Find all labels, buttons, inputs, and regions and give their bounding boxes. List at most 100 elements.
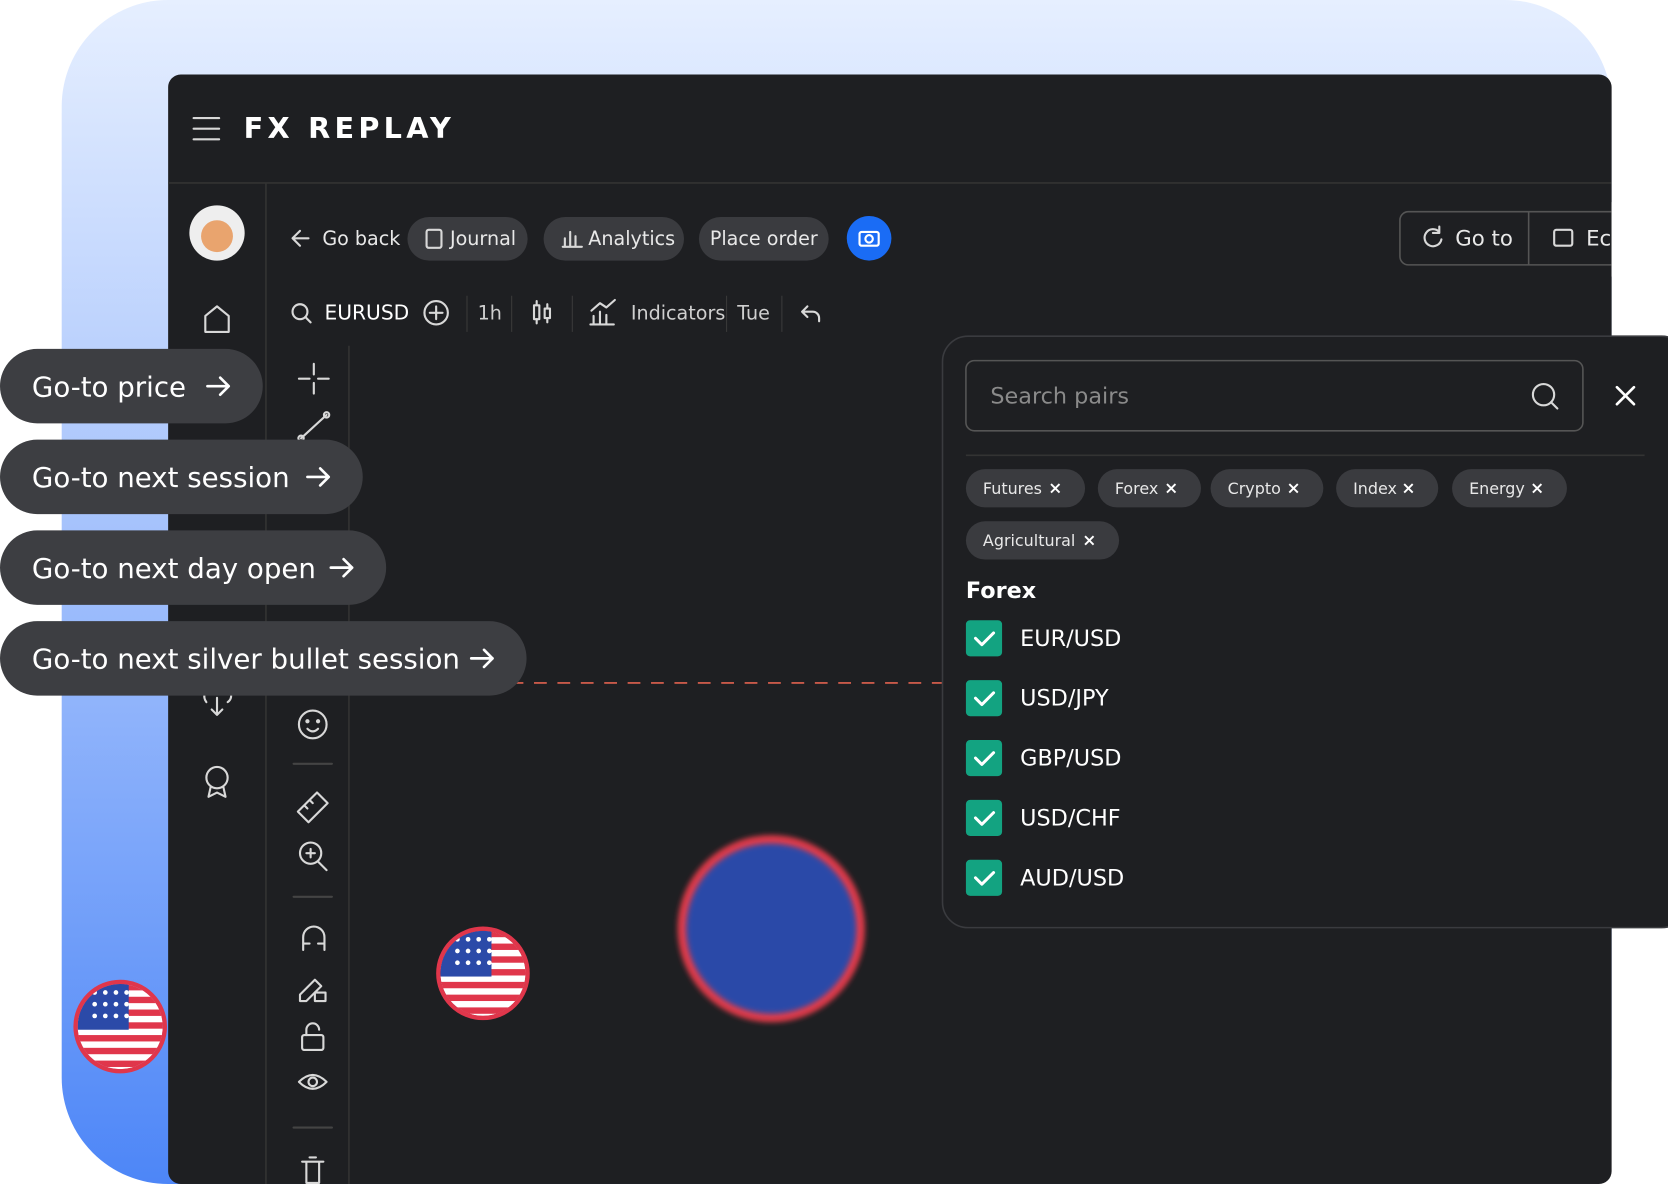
filter-remove[interactable] <box>1050 483 1061 494</box>
filter-remove[interactable] <box>1288 483 1299 494</box>
pair-checkbox[interactable] <box>965 739 1003 777</box>
callout-label: Go-to next silver bullet session <box>32 643 460 676</box>
filter-chip[interactable] <box>1097 469 1202 508</box>
flag-star <box>455 948 460 954</box>
goto-icon <box>1423 225 1443 248</box>
avatar-face <box>201 220 233 253</box>
chart-type-icon[interactable] <box>532 299 552 325</box>
analytics-label: Analytics <box>588 227 675 250</box>
filter-chip[interactable] <box>965 469 1086 508</box>
filter-label: Futures <box>983 479 1042 498</box>
callout-pill[interactable] <box>0 439 363 515</box>
filter-remove[interactable] <box>1403 483 1414 494</box>
us-flag <box>77 984 163 1070</box>
pair-label: EUR/USD <box>1020 626 1121 652</box>
calendar-icon <box>1553 228 1574 247</box>
callout-label: Go-to next day open <box>32 552 316 585</box>
flag-star <box>486 936 492 942</box>
filter-label: Index <box>1353 479 1397 498</box>
goto-button[interactable]: Go to <box>1455 226 1513 251</box>
analytics-icon <box>561 230 583 248</box>
timeframe[interactable]: 1h <box>478 301 502 324</box>
us-flags <box>73 926 530 1074</box>
go-back[interactable]: Go back <box>322 227 401 250</box>
filter-chip[interactable] <box>1336 469 1439 508</box>
indicators[interactable]: Indicators <box>631 301 726 324</box>
place-order-label: Place order <box>710 227 818 250</box>
filter-remove[interactable] <box>1084 535 1095 546</box>
section-title: Forex <box>966 578 1037 604</box>
filter-label: Crypto <box>1228 479 1281 498</box>
filter-chip[interactable] <box>1210 469 1324 508</box>
check-mark <box>973 691 996 707</box>
filter-label: Forex <box>1115 479 1159 498</box>
flag-ring <box>436 926 530 1021</box>
flag-star <box>476 948 482 954</box>
filter-chip[interactable] <box>965 521 1120 560</box>
search-panel: Search pairs Futures Forex Crypto Index Ener… <box>941 335 1668 929</box>
menu-icon[interactable] <box>192 117 221 141</box>
pair-checkbox[interactable] <box>965 799 1003 837</box>
flag-star <box>465 948 471 954</box>
symbol[interactable]: EURUSD <box>324 300 409 324</box>
pair-checkbox[interactable] <box>965 859 1003 896</box>
callout-arrow <box>306 467 331 487</box>
analytics-button[interactable] <box>543 217 685 261</box>
flag-stripe <box>440 981 526 989</box>
tool-icons <box>292 362 333 1184</box>
check-mark <box>973 751 996 766</box>
check-mark <box>973 811 996 826</box>
callout-arrow <box>206 376 231 396</box>
flag-star <box>102 1001 108 1007</box>
flag-stripe <box>440 994 526 1002</box>
filter-label: Energy <box>1469 479 1525 498</box>
pair-label: AUD/USD <box>1020 865 1124 891</box>
flag-star <box>113 990 119 995</box>
filter-chip[interactable] <box>1452 469 1567 508</box>
callout-label: Go-to price <box>32 370 186 403</box>
us-flag <box>440 930 526 1016</box>
filter-label: Agricultural <box>983 531 1075 550</box>
flag-star <box>102 1013 108 1019</box>
flag-star <box>476 960 482 966</box>
flag-ring <box>73 979 168 1074</box>
flag-stripe <box>440 1007 526 1014</box>
flag-stripe <box>77 1047 163 1055</box>
flag-star <box>465 936 471 942</box>
journal-button[interactable] <box>407 217 528 261</box>
day[interactable]: Tue <box>736 301 770 324</box>
journal-icon <box>425 228 443 249</box>
pair-label: USD/CHF <box>1020 806 1120 832</box>
check-mark <box>973 631 996 647</box>
camera-button[interactable] <box>846 215 892 261</box>
pair-checkbox[interactable] <box>965 620 1003 657</box>
flag-star <box>476 936 482 942</box>
add-symbol-icon[interactable] <box>423 299 449 326</box>
logo[interactable]: FX REPLAY <box>244 111 455 145</box>
callout-arrow <box>469 648 494 669</box>
pair-label: USD/JPY <box>1020 686 1109 712</box>
goto-group <box>1399 210 1668 266</box>
callout-pill[interactable] <box>0 530 387 605</box>
place-order-button[interactable] <box>698 217 829 261</box>
callout-pill[interactable] <box>0 621 527 696</box>
flag-star <box>465 960 471 966</box>
search-icon <box>291 303 312 324</box>
flag-star <box>486 948 492 954</box>
callouts: Go-to price Go-to next session Go-to next … <box>0 348 527 696</box>
filter-remove[interactable] <box>1532 483 1543 494</box>
eu-flag <box>677 835 865 1023</box>
callout-pill[interactable] <box>0 348 263 424</box>
filter-remove[interactable] <box>1166 483 1177 494</box>
pair-checkbox[interactable] <box>965 680 1003 717</box>
undo-icon[interactable] <box>801 305 821 323</box>
flag-star <box>92 1001 98 1007</box>
home-icon[interactable] <box>204 305 230 333</box>
journal-label: Journal <box>449 227 516 250</box>
flag-star <box>124 1013 129 1019</box>
award-icon[interactable] <box>205 765 229 798</box>
close-button[interactable] <box>1615 385 1636 406</box>
check-mark <box>973 871 996 886</box>
search-input[interactable] <box>965 359 1584 432</box>
